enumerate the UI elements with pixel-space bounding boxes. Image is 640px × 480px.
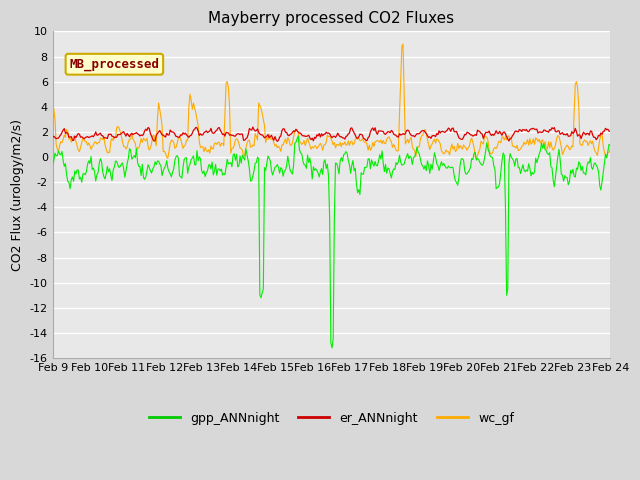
Legend: gpp_ANNnight, er_ANNnight, wc_gf: gpp_ANNnight, er_ANNnight, wc_gf — [144, 407, 519, 430]
Title: Mayberry processed CO2 Fluxes: Mayberry processed CO2 Fluxes — [209, 11, 454, 26]
Y-axis label: CO2 Flux (urology/m2/s): CO2 Flux (urology/m2/s) — [11, 119, 24, 271]
Text: MB_processed: MB_processed — [69, 58, 159, 71]
